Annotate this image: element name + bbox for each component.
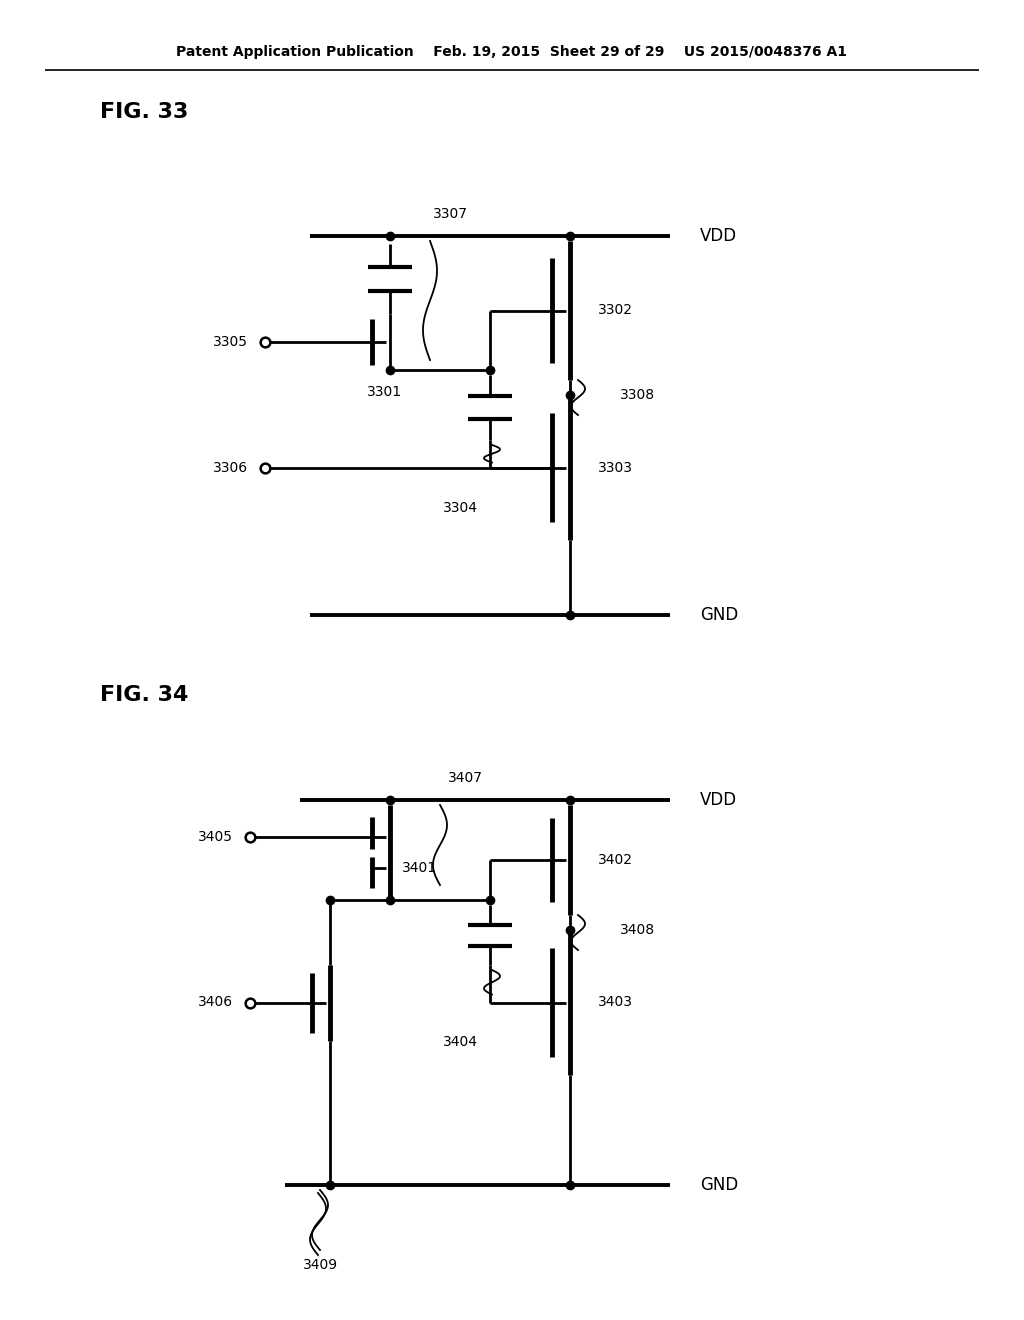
Text: 3404: 3404 xyxy=(442,1035,477,1049)
Text: 3303: 3303 xyxy=(598,461,633,474)
Text: 3307: 3307 xyxy=(432,207,468,220)
Text: GND: GND xyxy=(700,1176,738,1195)
Text: 3403: 3403 xyxy=(598,995,633,1010)
Text: 3308: 3308 xyxy=(620,388,655,403)
Text: 3304: 3304 xyxy=(442,500,477,515)
Text: 3305: 3305 xyxy=(213,335,248,348)
Text: 3302: 3302 xyxy=(598,304,633,318)
Text: Patent Application Publication    Feb. 19, 2015  Sheet 29 of 29    US 2015/00483: Patent Application Publication Feb. 19, … xyxy=(176,45,848,59)
Text: FIG. 33: FIG. 33 xyxy=(100,102,188,121)
Text: VDD: VDD xyxy=(700,227,737,246)
Text: GND: GND xyxy=(700,606,738,624)
Text: 3401: 3401 xyxy=(402,861,437,874)
Text: VDD: VDD xyxy=(700,791,737,809)
Text: 3301: 3301 xyxy=(368,385,402,399)
Text: 3408: 3408 xyxy=(620,923,655,937)
Text: 3407: 3407 xyxy=(447,771,482,785)
Text: FIG. 34: FIG. 34 xyxy=(100,685,188,705)
Text: 3402: 3402 xyxy=(598,853,633,867)
Text: 3306: 3306 xyxy=(213,461,248,474)
Text: 3406: 3406 xyxy=(198,995,233,1010)
Text: 3409: 3409 xyxy=(302,1258,338,1272)
Text: 3405: 3405 xyxy=(198,829,233,843)
